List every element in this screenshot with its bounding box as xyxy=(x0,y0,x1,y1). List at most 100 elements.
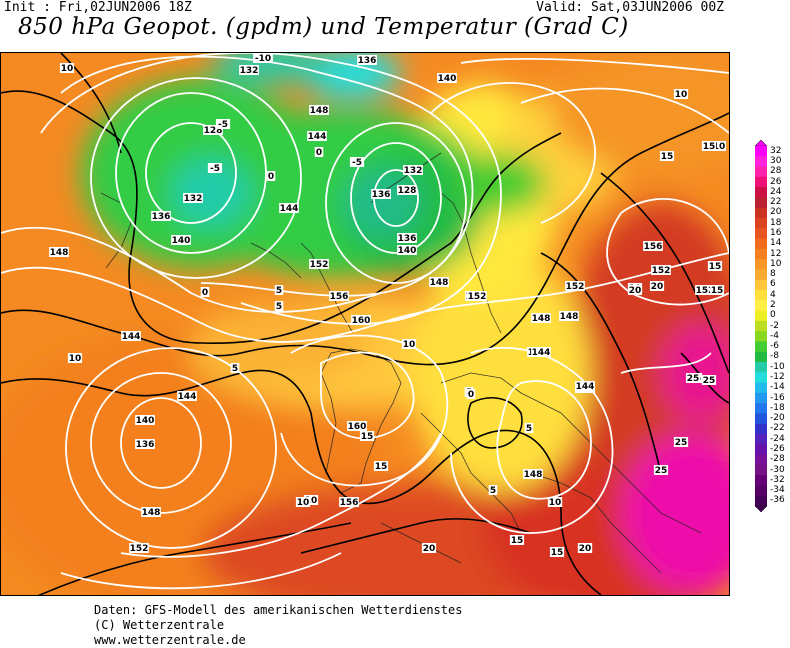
colorbar-tick-label: -22 xyxy=(770,423,785,434)
contour-label-box xyxy=(559,311,579,321)
contour-label-box xyxy=(135,415,155,425)
isotherm-label: 15 xyxy=(551,548,564,558)
isotherm-label: 10 xyxy=(69,354,82,364)
isotherm-label: 15 xyxy=(361,432,374,442)
colorbar-swatch xyxy=(755,362,767,373)
geopotential-label: 132 xyxy=(184,194,203,204)
contour-label-box xyxy=(129,543,149,553)
colorbar-swatch xyxy=(755,269,767,281)
temperature-isotherms xyxy=(1,53,729,595)
credits-url[interactable]: www.wetterzentrale.de xyxy=(94,633,246,647)
contour-label-box xyxy=(121,331,141,341)
contour-label-box xyxy=(373,461,389,471)
contour-label-box xyxy=(707,261,723,271)
colorbar-tick-label: -32 xyxy=(770,474,785,485)
contour-label-box xyxy=(266,171,276,181)
contour-label-box xyxy=(239,65,259,75)
contour-label-box xyxy=(685,373,701,383)
colorbar-top-arrow xyxy=(754,139,768,147)
colorbar-swatch xyxy=(755,423,767,435)
colorbar-tick-label: -8 xyxy=(770,351,779,362)
contour-label-box xyxy=(177,391,197,401)
geopotential-label: 140 xyxy=(172,236,191,246)
init-time-label: Init : Fri,02JUN2006 18Z xyxy=(4,0,192,15)
colorbar-tick-label: 2 xyxy=(770,299,776,310)
colorbar-tick-label: -10 xyxy=(770,361,785,372)
geopotential-contours xyxy=(1,53,729,590)
contour-label-box xyxy=(401,339,417,349)
colorbar-swatch xyxy=(755,259,767,270)
map-title: 850 hPa Geopot. (gpdm) und Temperatur (G… xyxy=(18,14,629,40)
credits: Daten: GFS-Modell des amerikanischen Wet… xyxy=(94,603,462,648)
colorbar-tick-label: 24 xyxy=(770,186,782,197)
contour-label-box xyxy=(351,315,371,325)
credits-source: Daten: GFS-Modell des amerikanischen Wet… xyxy=(94,603,463,617)
colorbar-tick-label: 22 xyxy=(770,197,782,208)
colorbar-tick-label: 12 xyxy=(770,248,782,259)
geopotential-label: 160 xyxy=(348,422,367,432)
colorbar-tick-label: 4 xyxy=(770,289,776,300)
colorbar-bottom-arrow xyxy=(754,505,768,513)
colorbar-swatch xyxy=(755,320,767,332)
contour-label-box xyxy=(349,157,365,167)
contour-label-box xyxy=(347,421,367,431)
valid-time-label: Valid: Sat,03JUN2006 00Z xyxy=(536,0,724,15)
contour-label-box xyxy=(49,247,69,257)
contour-label-box xyxy=(531,313,551,323)
colorbar-swatch xyxy=(755,207,767,219)
colorbar-tick-label: -12 xyxy=(770,371,785,382)
contour-label-box xyxy=(135,439,155,449)
geopotential-label: 160 xyxy=(352,316,371,326)
colorbar-swatch xyxy=(755,413,767,425)
isotherm-label: 15 xyxy=(711,286,724,296)
contour-label-box xyxy=(397,185,417,195)
contour-label-box xyxy=(314,147,324,157)
contour-label-box xyxy=(339,497,359,507)
contour-label-box xyxy=(575,381,595,391)
contour-label-box xyxy=(309,105,329,115)
geopotential-label: 132 xyxy=(240,66,259,76)
isotherm-label: 10 xyxy=(403,340,416,350)
colorbar-swatch xyxy=(755,372,767,384)
contour-label-box xyxy=(279,203,299,213)
temperature-colorbar xyxy=(754,139,768,513)
geopotential-label: 144 xyxy=(308,132,327,142)
colorbar-tick-label: 30 xyxy=(770,155,782,166)
colorbar-swatch xyxy=(755,382,767,394)
isotherm-label: 10 xyxy=(549,498,562,508)
contour-label-box xyxy=(673,437,689,447)
colorbar-tick-label: -24 xyxy=(770,433,785,444)
isotherm-label: 0 xyxy=(202,288,208,298)
isotherm-label: 5 xyxy=(490,486,496,496)
colorbar-tick-label: 32 xyxy=(770,145,782,156)
colorbar-swatch xyxy=(755,475,767,486)
geopotential-label: 152 xyxy=(468,292,487,302)
contour-label-box xyxy=(329,291,349,301)
colorbar-tick-label: -4 xyxy=(770,330,779,341)
contour-label-box xyxy=(643,241,663,251)
colorbar-swatch xyxy=(755,290,767,301)
isotherm-label: 15 xyxy=(661,152,674,162)
geopotential-label: 136 xyxy=(136,440,155,450)
geopotential-label: 144 xyxy=(280,204,299,214)
colorbar-tick-label: 16 xyxy=(770,227,782,238)
colorbar-tick-label: 8 xyxy=(770,269,776,280)
geopotential-label: 156 xyxy=(340,498,359,508)
geopotential-label: 152 xyxy=(130,544,149,554)
geopotential-label: 144 xyxy=(532,348,551,358)
geopotential-label: 148 xyxy=(142,508,161,518)
isotherm-label: 20 xyxy=(423,544,436,554)
contour-label-box xyxy=(659,151,675,161)
geopotential-label: 152 xyxy=(566,282,585,292)
isotherm-label: 10 xyxy=(305,496,318,506)
contour-label-box xyxy=(371,189,391,199)
geopotential-label: 144 xyxy=(178,392,197,402)
colorbar-swatch xyxy=(755,351,767,363)
colorbar-swatch xyxy=(755,392,767,404)
contour-label-box xyxy=(651,265,671,275)
geopotential-label: 148 xyxy=(560,312,579,322)
contour-label-box xyxy=(141,507,161,517)
contour-label-box xyxy=(649,281,665,291)
isotherm-label: 25 xyxy=(675,438,688,448)
isotherm-label: -5 xyxy=(218,120,228,130)
